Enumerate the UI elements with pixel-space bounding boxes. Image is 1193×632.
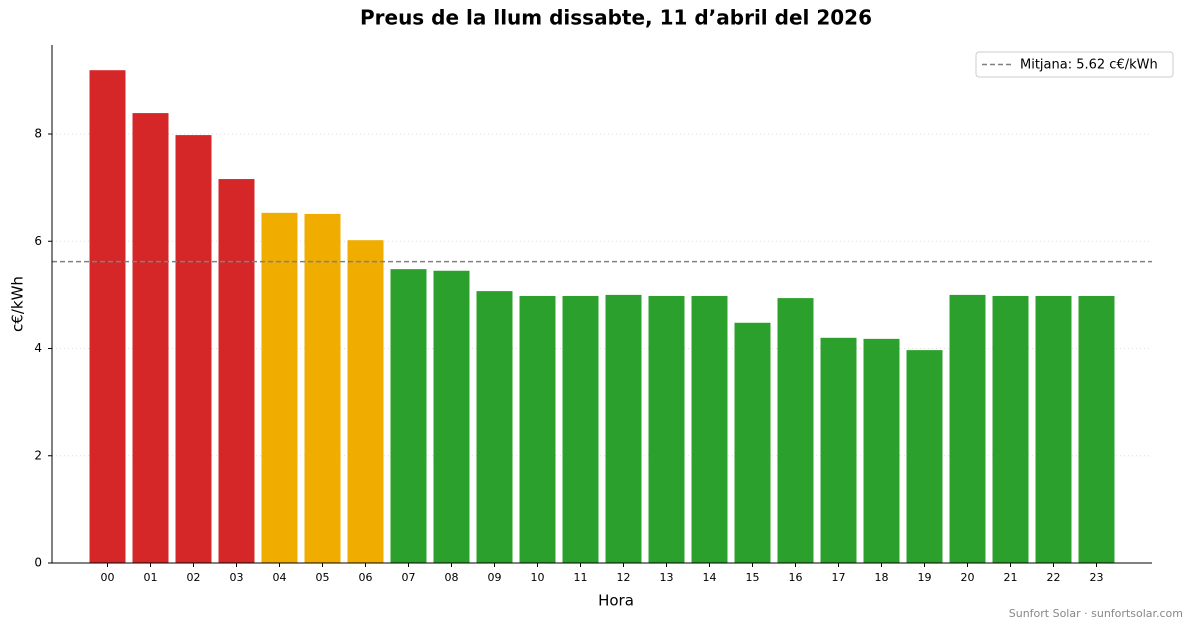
x-tick-label: 06: [359, 571, 373, 584]
y-axis-label: c€/kWh: [9, 276, 27, 332]
x-tick-label: 07: [402, 571, 416, 584]
x-tick-label: 22: [1047, 571, 1061, 584]
legend-label: Mitjana: 5.62 c€/kWh: [1020, 58, 1158, 73]
footer: Sunfort Solar · sunfortsolar.com: [1009, 607, 1183, 620]
bar: [304, 213, 341, 564]
x-tick-label: 03: [230, 571, 244, 584]
x-tick-label: 05: [316, 571, 330, 584]
x-tick-label: 11: [574, 571, 588, 584]
x-tick-label: 21: [1004, 571, 1018, 584]
x-tick-label: 08: [445, 571, 459, 584]
bar: [175, 135, 212, 563]
y-tick-label: 2: [34, 448, 42, 462]
x-tick-label: 12: [617, 571, 631, 584]
y-tick-label: 4: [34, 341, 42, 355]
x-tick-label: 13: [660, 571, 674, 584]
x-tick-label: 09: [488, 571, 502, 584]
x-tick-label: 19: [918, 571, 932, 584]
x-axis-label: Hora: [598, 592, 634, 610]
y-tick-label: 0: [34, 556, 42, 570]
bar: [863, 338, 900, 563]
x-tick-label: 14: [703, 571, 717, 584]
bar: [1035, 295, 1072, 563]
bar: [1078, 295, 1115, 563]
bar: [519, 295, 556, 563]
bar: [476, 291, 513, 563]
bar: [734, 322, 771, 563]
bar: [906, 350, 943, 563]
x-tick-label: 01: [144, 571, 158, 584]
x-tick-label: 18: [875, 571, 889, 584]
bar: [390, 269, 427, 563]
y-tick-label: 8: [34, 127, 42, 141]
bar: [89, 70, 126, 564]
bar: [820, 337, 857, 563]
bar: [433, 270, 470, 563]
bar: [777, 298, 814, 563]
x-tick-label: 20: [961, 571, 975, 584]
x-tick-label: 02: [187, 571, 201, 584]
x-tick-label: 23: [1090, 571, 1104, 584]
chart-title: Preus de la llum dissabte, 11 d’abril de…: [360, 6, 872, 30]
bar: [261, 212, 298, 563]
bar: [691, 295, 728, 563]
bar: [562, 295, 599, 563]
bar: [648, 295, 685, 563]
bar: [949, 294, 986, 563]
x-tick-label: 00: [101, 571, 115, 584]
bar: [347, 240, 384, 563]
y-tick-label: 6: [34, 234, 42, 248]
bar: [132, 113, 169, 564]
x-tick-label: 16: [789, 571, 803, 584]
bar: [992, 295, 1029, 563]
x-tick-label: 17: [832, 571, 846, 584]
bar: [218, 179, 255, 563]
bar: [605, 294, 642, 563]
x-tick-label: 04: [273, 571, 287, 584]
x-tick-label: 10: [531, 571, 545, 584]
x-tick-label: 15: [746, 571, 760, 584]
legend-box: [975, 51, 1174, 78]
